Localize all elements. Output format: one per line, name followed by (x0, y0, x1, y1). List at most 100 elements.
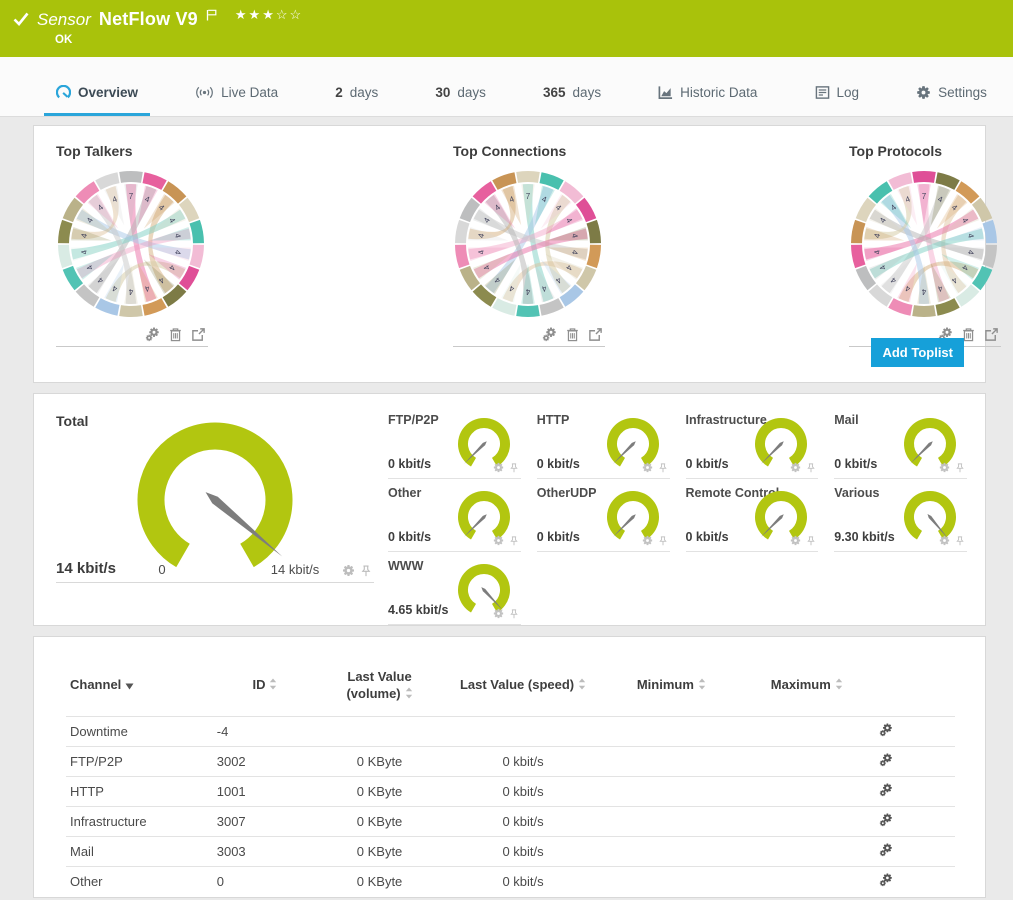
column-label: Last Value (volume) (346, 669, 412, 701)
channel-gauge-www: WWW 4.65 kbit/s (388, 552, 521, 625)
column-label: Last Value (speed) (459, 677, 575, 693)
svg-text:4: 4 (143, 284, 151, 294)
svg-text:4: 4 (564, 264, 574, 273)
channel-gauge-otherudp: OtherUDP 0 kbit/s (536, 479, 670, 552)
row-actions-cell (875, 745, 955, 777)
gear-icon (916, 85, 931, 100)
gear-icon[interactable] (939, 535, 950, 546)
tab-settings[interactable]: Settings (904, 85, 999, 116)
sort-icon (269, 678, 277, 695)
pin-icon[interactable] (509, 535, 519, 546)
gear-icon[interactable] (642, 462, 653, 473)
trash-icon[interactable] (168, 327, 183, 342)
pin-icon[interactable] (955, 462, 965, 473)
pin-icon[interactable] (955, 535, 965, 546)
column-header-maximum[interactable]: Maximum (739, 663, 875, 716)
gauge-title: Other (388, 486, 422, 500)
tab-days[interactable]: 30 days (423, 85, 498, 116)
pin-icon[interactable] (658, 535, 668, 546)
pin-icon[interactable] (360, 563, 372, 577)
toplist-title: Top Connections (453, 143, 567, 159)
column-header-channel[interactable]: Channel (66, 663, 213, 716)
open-external-icon[interactable] (191, 327, 206, 342)
pin-icon[interactable] (658, 462, 668, 473)
trash-icon[interactable] (565, 327, 580, 342)
add-toplist-button[interactable]: Add Toplist (871, 338, 964, 367)
toplist-top-protocols: Top Protocols 7 4 4 4 4 4 4 4 4 4 4 4 4 4 4 4 4 4 (849, 143, 1001, 368)
channel-gauge-remote-control: Remote Control 0 kbit/s (685, 479, 819, 552)
channel-cell: Mail (66, 835, 213, 867)
svg-text:4: 4 (936, 284, 944, 294)
tab-bar: Overview Live Data 2 days 30 days 365 days Histo… (0, 57, 1013, 117)
gear-icon[interactable] (790, 535, 801, 546)
svg-text:4: 4 (921, 287, 926, 296)
svg-text:4: 4 (85, 263, 95, 272)
column-header-id[interactable]: ID (213, 663, 317, 716)
svg-text:4: 4 (937, 194, 945, 204)
channel-settings-gears-icon[interactable] (879, 723, 893, 737)
gauge-title: Various (834, 486, 880, 500)
gear-icon[interactable] (493, 535, 504, 546)
gear-icon[interactable] (939, 462, 950, 473)
svg-text:4: 4 (878, 216, 888, 225)
tab-days[interactable]: 2 days (323, 85, 390, 116)
settings-gears-icon[interactable] (542, 327, 557, 342)
sort-icon (835, 678, 843, 695)
svg-text:4: 4 (173, 249, 183, 255)
svg-text:4: 4 (144, 194, 152, 204)
log-icon (815, 85, 830, 100)
open-external-icon[interactable] (984, 327, 999, 342)
priority-stars[interactable]: ★★★☆☆ (234, 7, 304, 22)
flag-icon[interactable] (206, 8, 217, 26)
channel-settings-gears-icon[interactable] (879, 843, 893, 857)
channel-gauge-http: HTTP 0 kbit/s (536, 406, 670, 479)
channel-settings-gears-icon[interactable] (879, 873, 893, 887)
pin-icon[interactable] (806, 535, 816, 546)
id-cell: 3003 (212, 835, 318, 867)
open-external-icon[interactable] (588, 327, 603, 342)
gear-icon[interactable] (493, 462, 504, 473)
id-cell: -4 (212, 715, 318, 747)
gauge-title: Mail (834, 413, 859, 427)
empty-cell (834, 552, 967, 625)
channel-settings-gears-icon[interactable] (879, 783, 893, 797)
volume-cell: 0 KByte (317, 865, 442, 897)
gauge-value: 9.30 kbit/s (834, 530, 895, 544)
tab-live-data[interactable]: Live Data (183, 85, 290, 116)
trash-icon[interactable] (961, 327, 976, 342)
tab-number: 365 (543, 85, 566, 100)
svg-text:4: 4 (85, 216, 95, 225)
gear-icon[interactable] (642, 535, 653, 546)
tab-overview[interactable]: Overview (44, 85, 151, 116)
tab-number: 30 (435, 85, 451, 100)
gear-icon[interactable] (342, 562, 355, 577)
column-header-last-value-volume-[interactable]: Last Value (volume) (317, 663, 442, 716)
speed-cell: 0 kbit/s (441, 835, 605, 867)
table-row: Downtime -4 (66, 715, 955, 747)
tab-log[interactable]: Log (803, 85, 872, 116)
tab-days[interactable]: 365 days (531, 85, 613, 116)
channel-cell: HTTP (66, 775, 213, 807)
column-header-minimum[interactable]: Minimum (604, 663, 738, 716)
row-actions-cell (875, 865, 955, 897)
gauge-value: 0 kbit/s (685, 457, 729, 471)
gear-icon[interactable] (493, 608, 504, 619)
svg-text:4: 4 (904, 194, 912, 204)
pin-icon[interactable] (806, 462, 816, 473)
gauge-value: 0 kbit/s (536, 457, 580, 471)
channel-settings-gears-icon[interactable] (879, 813, 893, 827)
gauge-value: 0 kbit/s (388, 530, 432, 544)
column-header-last-value-speed-[interactable]: Last Value (speed) (442, 663, 604, 716)
tab-historic-data[interactable]: Historic Data (646, 85, 769, 116)
settings-gears-icon[interactable] (145, 327, 160, 342)
pin-icon[interactable] (509, 608, 519, 619)
column-header-actions (875, 663, 955, 716)
pin-icon[interactable] (509, 462, 519, 473)
gear-icon[interactable] (790, 462, 801, 473)
speed-cell: 0 kbit/s (441, 775, 605, 807)
max-cell (738, 835, 875, 867)
channel-settings-gears-icon[interactable] (879, 753, 893, 767)
